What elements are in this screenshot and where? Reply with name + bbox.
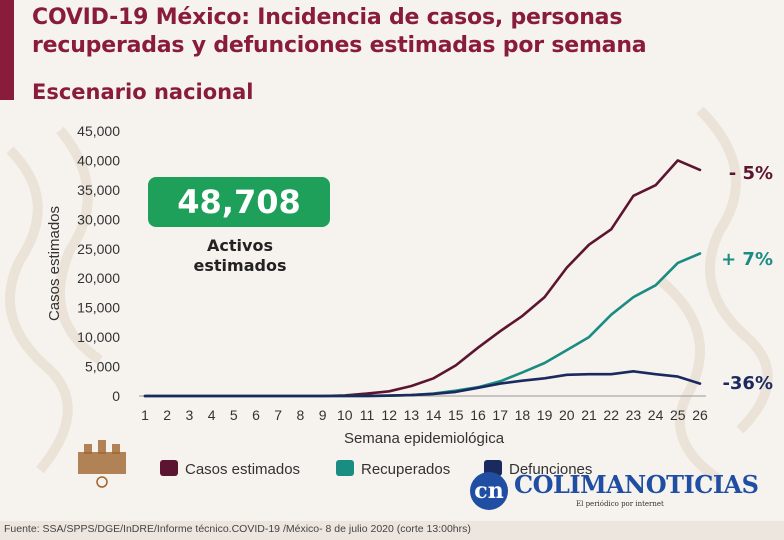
x-tick-label: 10	[337, 407, 353, 423]
y-tick-label: 15,000	[77, 300, 120, 316]
y-tick-label: 10,000	[77, 329, 120, 345]
footer-bar	[0, 521, 784, 540]
legend-label: Recuperados	[361, 461, 450, 478]
x-tick-label: 3	[186, 407, 194, 423]
x-tick-label: 11	[360, 407, 375, 423]
x-tick-label: 2	[163, 407, 171, 423]
legend-label: Defunciones	[509, 461, 592, 478]
footer-source: Fuente: SSA/SPPS/DGE/InDRE/Informe técni…	[4, 523, 471, 535]
accent-bar	[0, 0, 14, 100]
y-tick-label: 20,000	[77, 270, 120, 286]
x-tick-label: 21	[581, 407, 597, 423]
x-tick-label: 8	[297, 407, 305, 423]
series-change-label: -36%	[722, 373, 773, 394]
brand-initials: cn	[470, 472, 508, 510]
x-tick-label: 18	[515, 407, 531, 423]
y-tick-label: 0	[112, 388, 120, 404]
y-tick-label: 45,000	[77, 123, 120, 139]
x-tick-label: 15	[448, 407, 464, 423]
x-tick-label: 12	[381, 407, 397, 423]
x-tick-label: 7	[274, 407, 282, 423]
page-title: COVID-19 México: Incidencia de casos, pe…	[32, 5, 647, 58]
x-tick-label: 6	[252, 407, 260, 423]
brand-logo: cn COLIMANOTICIAS El periódico por inter…	[470, 470, 759, 520]
x-tick-label: 1	[141, 407, 149, 423]
legend-swatch	[160, 460, 178, 476]
brand-name: COLIMANOTICIAS	[514, 470, 759, 499]
x-tick-label: 9	[319, 407, 327, 423]
active-cases-badge: 48,708	[148, 177, 330, 227]
x-tick-label: 4	[208, 407, 216, 423]
x-tick-label: 25	[670, 407, 686, 423]
y-tick-label: 25,000	[77, 241, 120, 257]
series-line-defunciones	[143, 369, 702, 398]
x-tick-label: 19	[537, 407, 553, 423]
x-tick-label: 23	[626, 407, 642, 423]
government-seal-icon	[78, 440, 126, 488]
legend-swatch	[336, 460, 354, 476]
x-tick-label: 24	[648, 407, 664, 423]
y-tick-label: 40,000	[77, 152, 120, 168]
x-tick-label: 16	[470, 407, 486, 423]
brand-tagline: El periódico por internet	[576, 500, 664, 508]
x-tick-label: 22	[603, 407, 619, 423]
y-tick-label: 30,000	[77, 211, 120, 227]
x-axis-title: Semana epidemiológica	[344, 430, 505, 447]
active-cases-label: Activos estimados	[193, 236, 287, 275]
x-tick-label: 20	[559, 407, 575, 423]
y-axis-title: Casos estimados	[46, 206, 63, 321]
x-tick-label: 26	[692, 407, 708, 423]
series-change-label: + 7%	[721, 249, 773, 270]
x-tick-label: 13	[404, 407, 420, 423]
y-tick-label: 35,000	[77, 182, 120, 198]
page-subtitle: Escenario nacional	[32, 80, 254, 104]
series-change-label: - 5%	[729, 163, 773, 184]
legend-label: Casos estimados	[185, 461, 300, 478]
x-tick-label: 17	[492, 407, 508, 423]
y-tick-label: 5,000	[85, 359, 120, 375]
x-tick-label: 14	[426, 407, 442, 423]
x-tick-label: 5	[230, 407, 238, 423]
